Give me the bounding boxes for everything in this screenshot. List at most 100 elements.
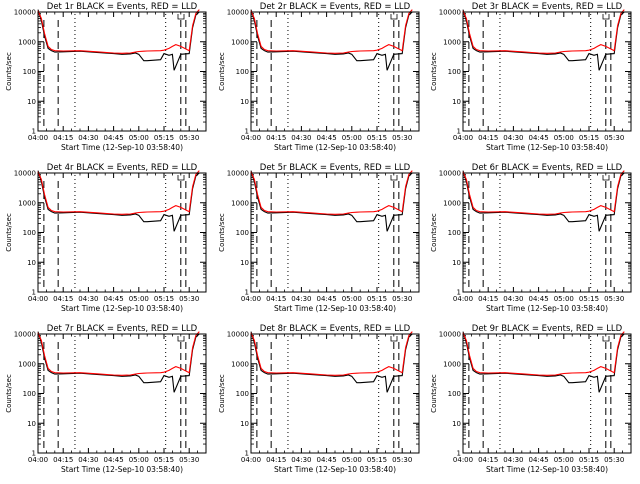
series-line-events: [37, 331, 200, 393]
x-tick-label: 04:30: [503, 456, 523, 464]
y-tick-label: 10: [452, 259, 461, 267]
y-tick-label: 1000: [231, 360, 249, 368]
y-axis-label: Counts/sec: [5, 213, 13, 252]
plot-frame: [250, 172, 420, 293]
x-axis-label: Start Time (12-Sep-10 03:58:40): [274, 465, 396, 474]
series-line-lld: [462, 331, 625, 376]
x-axis-label: Start Time (12-Sep-10 03:58:40): [486, 143, 608, 152]
x-tick-label: 04:30: [291, 456, 311, 464]
detector-chart-6: Det 6r BLACK = Events, RED = LLD Counts/s…: [430, 163, 632, 313]
series-line-lld: [37, 9, 200, 54]
detector-chart-1: Det 1r BLACK = Events, RED = LLD Counts/s…: [5, 2, 207, 152]
x-tick-label: 05:30: [392, 134, 412, 142]
y-tick-label: 10000: [439, 170, 461, 178]
x-axis-label: Start Time (12-Sep-10 03:58:40): [61, 465, 183, 474]
y-axis-label: Counts/sec: [218, 52, 226, 91]
x-tick-label: 04:00: [241, 295, 261, 303]
x-tick-label: 04:45: [529, 456, 549, 464]
x-tick-label: 04:30: [503, 295, 523, 303]
x-tick-label: 04:15: [53, 134, 73, 142]
bracket-marker: [177, 336, 185, 342]
plot-frame: [250, 333, 420, 454]
x-tick-label: 04:00: [453, 295, 473, 303]
x-tick-label: 05:00: [554, 295, 574, 303]
x-tick-label: 05:00: [129, 134, 149, 142]
x-tick-label: 04:30: [78, 456, 98, 464]
x-tick-label: 04:45: [317, 295, 337, 303]
y-tick-label: 10000: [439, 331, 461, 339]
plot-frame: [462, 172, 632, 293]
y-tick-label: 1: [457, 450, 461, 458]
x-tick-label: 05:00: [554, 134, 574, 142]
plot-frame: [37, 172, 207, 293]
y-axis-label: Counts/sec: [430, 52, 438, 91]
series-line-events: [250, 331, 413, 393]
y-tick-label: 1: [245, 289, 249, 297]
x-tick-label: 04:45: [104, 134, 124, 142]
y-tick-label: 100: [23, 229, 36, 237]
series-line-lld: [250, 170, 413, 215]
y-tick-label: 1000: [443, 360, 461, 368]
y-tick-label: 1000: [18, 199, 36, 207]
y-tick-label: 100: [448, 229, 461, 237]
x-tick-label: 05:00: [342, 295, 362, 303]
x-tick-label: 05:30: [604, 456, 624, 464]
detector-chart-7: Det 7r BLACK = Events, RED = LLD Counts/s…: [5, 324, 207, 474]
y-tick-label: 1: [245, 128, 249, 136]
y-axis-label: Counts/sec: [5, 374, 13, 413]
y-tick-label: 1: [32, 450, 36, 458]
x-tick-label: 04:45: [317, 134, 337, 142]
x-tick-label: 05:15: [579, 456, 599, 464]
y-tick-label: 1000: [18, 38, 36, 46]
plot-frame: [37, 333, 207, 454]
x-tick-label: 04:00: [241, 134, 261, 142]
x-tick-label: 04:00: [453, 456, 473, 464]
x-tick-label: 05:15: [367, 456, 387, 464]
x-tick-label: 05:15: [367, 295, 387, 303]
x-tick-label: 05:15: [154, 134, 174, 142]
y-tick-label: 10: [27, 98, 36, 106]
y-tick-label: 1000: [443, 38, 461, 46]
plot-frame: [250, 11, 420, 132]
x-tick-label: 05:30: [179, 295, 199, 303]
chart-title: Det 3r BLACK = Events, RED = LLD: [472, 2, 623, 12]
y-axis-label: Counts/sec: [218, 213, 226, 252]
x-tick-label: 04:15: [478, 456, 498, 464]
detector-chart-2: Det 2r BLACK = Events, RED = LLD Counts/s…: [218, 2, 420, 152]
x-axis-label: Start Time (12-Sep-10 03:58:40): [61, 143, 183, 152]
series-line-events: [462, 170, 625, 232]
bracket-marker: [602, 336, 610, 342]
chart-title: Det 1r BLACK = Events, RED = LLD: [47, 2, 198, 12]
y-tick-label: 1: [245, 450, 249, 458]
series-line-events: [462, 331, 625, 393]
y-tick-label: 1000: [443, 199, 461, 207]
x-tick-label: 04:30: [78, 295, 98, 303]
plot-frame: [462, 11, 632, 132]
y-tick-label: 10: [240, 420, 249, 428]
series-line-events: [462, 9, 625, 71]
plot-frame: [462, 333, 632, 454]
detector-chart-5: Det 5r BLACK = Events, RED = LLD Counts/s…: [218, 163, 420, 313]
x-tick-label: 04:00: [28, 134, 48, 142]
x-tick-label: 05:30: [392, 295, 412, 303]
chart-title: Det 8r BLACK = Events, RED = LLD: [260, 324, 411, 334]
x-tick-label: 04:00: [28, 456, 48, 464]
series-line-lld: [462, 170, 625, 215]
x-tick-label: 05:15: [367, 134, 387, 142]
bracket-marker: [602, 14, 610, 20]
x-axis-label: Start Time (12-Sep-10 03:58:40): [274, 304, 396, 313]
y-tick-label: 10000: [14, 9, 36, 17]
y-tick-label: 100: [23, 390, 36, 398]
chart-title: Det 2r BLACK = Events, RED = LLD: [260, 2, 411, 12]
y-axis-label: Counts/sec: [430, 374, 438, 413]
y-tick-label: 10000: [14, 331, 36, 339]
y-tick-label: 10: [452, 420, 461, 428]
detector-chart-8: Det 8r BLACK = Events, RED = LLD Counts/s…: [218, 324, 420, 474]
y-tick-label: 10: [240, 98, 249, 106]
x-tick-label: 04:15: [266, 295, 286, 303]
x-tick-label: 04:45: [529, 134, 549, 142]
y-tick-label: 100: [236, 390, 249, 398]
y-tick-label: 100: [448, 68, 461, 76]
x-axis-label: Start Time (12-Sep-10 03:58:40): [486, 465, 608, 474]
